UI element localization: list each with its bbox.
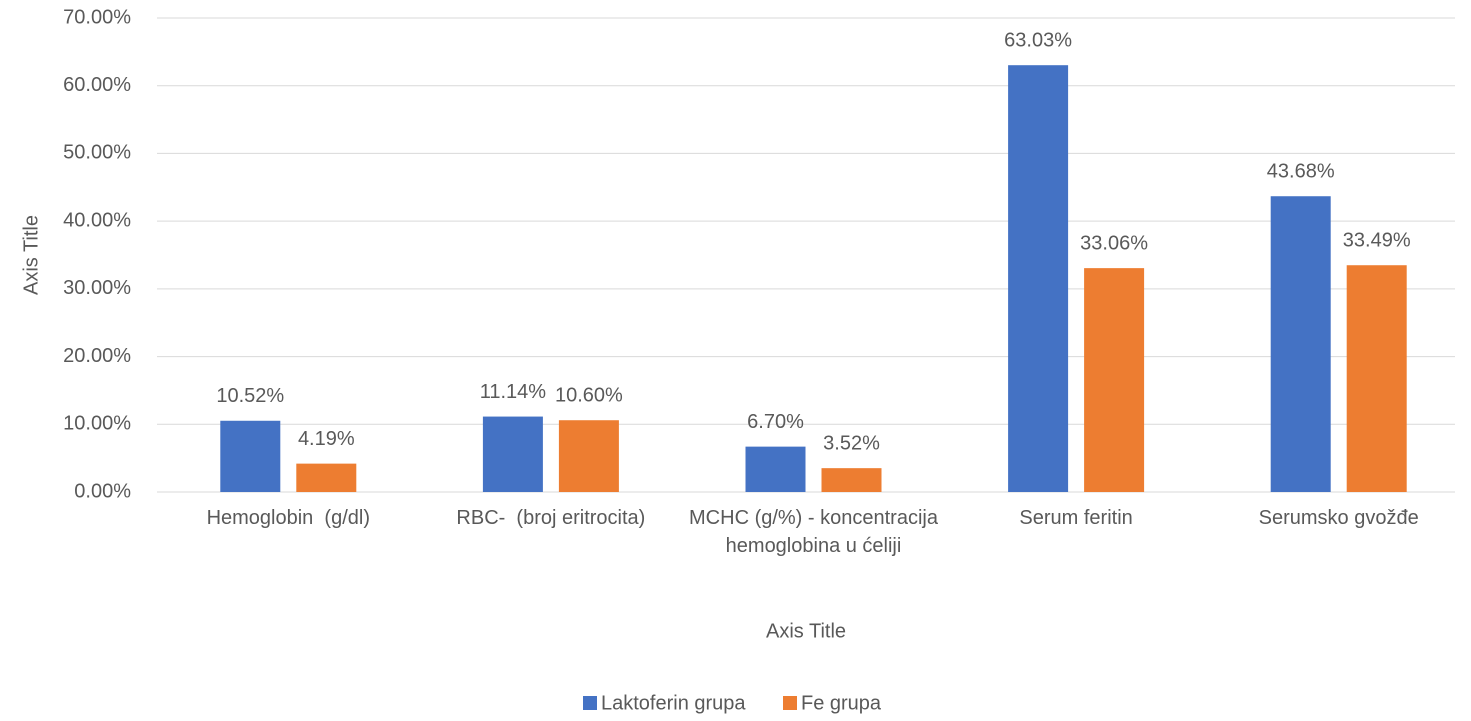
bar: [1008, 65, 1069, 493]
x-tick-label: Serum feritin: [1019, 507, 1133, 529]
bar: [482, 416, 543, 492]
bar: [1084, 268, 1145, 492]
data-label: 6.70%: [747, 411, 804, 433]
data-label: 33.49%: [1343, 230, 1411, 252]
x-tick-label: RBC- (broj eritrocita): [456, 507, 646, 529]
y-tick-label: 10.00%: [63, 413, 131, 435]
y-tick-label: 70.00%: [63, 6, 131, 28]
legend-label: Laktoferin grupa: [601, 692, 746, 714]
x-tick-label: Hemoglobin (g/dl): [206, 507, 370, 529]
y-tick-label: 40.00%: [63, 209, 131, 231]
y-tick-label: 0.00%: [74, 480, 131, 502]
data-label: 3.52%: [823, 432, 880, 454]
bar: [558, 420, 619, 492]
bar: [1270, 196, 1331, 492]
data-label: 10.52%: [216, 385, 284, 407]
y-axis-title: Axis Title: [20, 215, 42, 295]
x-axis-title: Axis Title: [766, 620, 846, 642]
y-tick-label: 20.00%: [63, 345, 131, 367]
data-label: 11.14%: [480, 381, 547, 403]
legend-label: Fe grupa: [801, 692, 882, 714]
legend-swatch: [583, 696, 597, 710]
data-label: 10.60%: [555, 385, 623, 407]
legend-swatch: [783, 696, 797, 710]
y-tick-label: 60.00%: [63, 74, 131, 96]
data-label: 43.68%: [1267, 161, 1335, 183]
bar: [1346, 265, 1407, 492]
x-tick-label: MCHC (g/%) - koncentracija hemoglobina u…: [689, 507, 944, 557]
data-label: 63.03%: [1004, 29, 1072, 51]
y-tick-label: 50.00%: [63, 142, 131, 164]
bar: [296, 463, 357, 492]
y-tick-label: 30.00%: [63, 277, 131, 299]
bar: [821, 468, 882, 492]
data-label: 4.19%: [298, 428, 355, 450]
x-tick-label: Serumsko gvožđe: [1258, 507, 1419, 529]
bar: [745, 446, 806, 492]
data-label: 33.06%: [1080, 232, 1148, 254]
bar: [220, 420, 281, 492]
